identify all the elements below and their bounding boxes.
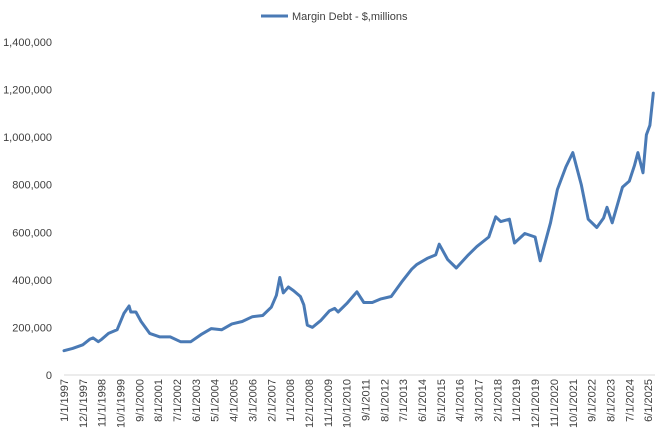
x-tick-label: 8/1/2023 <box>605 379 617 422</box>
x-tick-label: 6/1/2025 <box>643 379 655 422</box>
x-tick-label: 2/1/2007 <box>266 379 278 422</box>
y-tick-label: 800,000 <box>12 180 52 192</box>
x-tick-label: 1/1/1997 <box>59 379 71 422</box>
x-axis-tick-labels: 1/1/1997 12/1/1997 11/1/1998 10/1/1999 9/1/2… <box>59 379 655 428</box>
x-tick-label: 1/1/2008 <box>285 379 297 422</box>
x-tick-label: 9/1/2000 <box>134 379 146 422</box>
x-tick-label: 10/1/2010 <box>342 379 354 428</box>
x-tick-label: 2/1/2018 <box>492 379 504 422</box>
y-axis-tick-labels: 0 200,000 400,000 600,000 800,000 1,000,000 1,… <box>3 37 52 382</box>
x-tick-label: 3/1/2006 <box>247 379 259 422</box>
y-tick-label: 1,400,000 <box>3 37 52 49</box>
x-tick-label: 9/1/2022 <box>587 379 599 422</box>
y-tick-label: 1,000,000 <box>3 132 52 144</box>
x-tick-label: 4/1/2005 <box>229 379 241 422</box>
legend: Margin Debt - $,millions <box>261 11 408 23</box>
x-tick-label: 12/1/2019 <box>530 379 542 428</box>
y-tick-label: 0 <box>46 370 52 382</box>
y-tick-label: 200,000 <box>12 322 52 334</box>
x-tick-label: 11/1/1998 <box>97 379 109 427</box>
x-tick-label: 12/1/2008 <box>304 379 316 428</box>
x-tick-label: 1/1/2019 <box>511 379 523 422</box>
x-tick-label: 9/1/2011 <box>360 379 372 421</box>
x-tick-label: 3/1/2017 <box>474 379 486 422</box>
series-line <box>62 91 655 353</box>
x-tick-label: 5/1/2015 <box>436 379 448 422</box>
x-tick-label: 12/1/1997 <box>78 379 90 428</box>
x-tick-label: 10/1/2021 <box>568 379 580 428</box>
x-tick-label: 11/1/2020 <box>549 379 561 427</box>
x-tick-label: 11/1/2009 <box>323 379 335 427</box>
x-tick-label: 8/1/2001 <box>153 379 165 422</box>
y-tick-label: 1,200,000 <box>3 85 52 97</box>
x-tick-label: 6/1/2003 <box>191 379 203 422</box>
x-tick-label: 6/1/2014 <box>417 379 429 422</box>
legend-label: Margin Debt - $,millions <box>292 11 408 23</box>
x-tick-label: 7/1/2002 <box>172 379 184 422</box>
y-tick-label: 400,000 <box>12 275 52 287</box>
y-tick-label: 600,000 <box>12 227 52 239</box>
x-tick-label: 5/1/2004 <box>210 379 222 422</box>
x-tick-label: 7/1/2024 <box>624 379 636 422</box>
series-group <box>62 91 655 353</box>
x-tick-label: 4/1/2016 <box>455 379 467 422</box>
x-tick-label: 7/1/2013 <box>398 379 410 422</box>
x-tick-label: 8/1/2012 <box>379 379 391 422</box>
x-tick-label: 10/1/1999 <box>116 379 128 428</box>
